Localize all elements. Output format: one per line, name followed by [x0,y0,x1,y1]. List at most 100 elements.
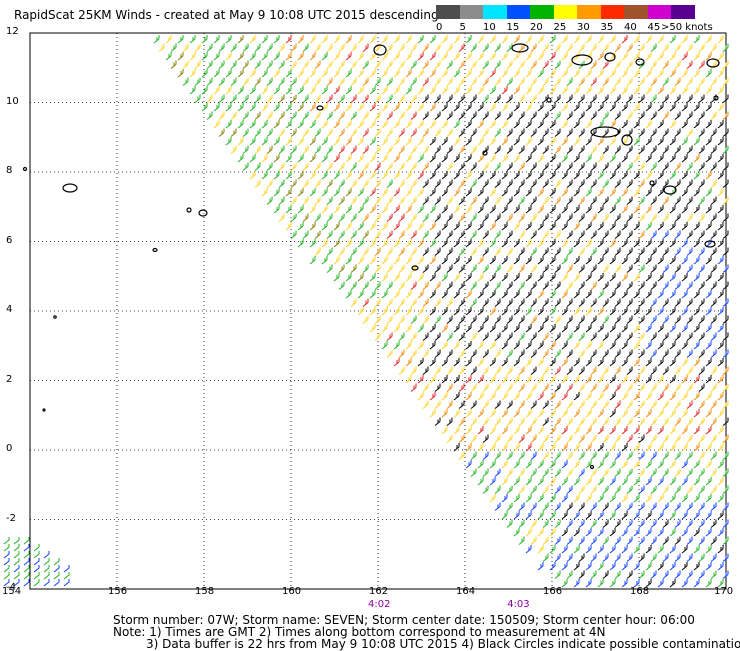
wind-barb [698,43,705,52]
wind-barb [326,111,333,120]
wind-barb [494,383,501,392]
wind-barb [381,324,388,333]
wind-barb [681,239,688,248]
wind-barb [13,551,20,559]
wind-barb [566,145,573,154]
wind-barb [345,290,352,299]
wind-barb [650,519,657,528]
wind-barb [573,256,580,265]
wind-barb [23,537,30,545]
wind-barb [602,570,609,579]
wind-barb [650,213,657,222]
wind-barb [273,205,280,214]
wind-barb [441,205,448,214]
wind-barb [465,443,472,452]
wind-barb [470,247,477,256]
wind-barb [686,434,693,443]
wind-barb [501,341,508,350]
wind-barb [393,358,400,367]
wind-barb [357,307,364,316]
wind-barb [710,111,717,120]
wind-barb [165,52,172,61]
wind-barb [638,196,645,205]
wind-barb [501,222,508,231]
wind-barb [597,137,604,146]
wind-barb [657,290,664,299]
island-outline [706,58,720,68]
wind-barb [266,145,273,154]
wind-barb [566,400,573,409]
wind-barb [614,519,621,528]
wind-barb [393,239,400,248]
wind-barb [386,230,393,239]
wind-barb [530,264,537,273]
wind-barb [429,256,436,265]
wind-barb [261,171,268,180]
wind-barb [554,451,561,460]
wind-barb [554,43,561,52]
wind-barb [393,35,400,44]
wind-barb [506,366,513,375]
wind-barb [633,409,640,418]
wind-barb [453,171,460,180]
wind-barb [470,298,477,307]
wind-barb [506,247,513,256]
wind-barb [338,94,345,103]
wind-barb [710,434,717,443]
wind-barb [518,179,525,188]
wind-barb [441,222,448,231]
wind-barb [561,477,568,486]
wind-barb [302,111,309,120]
wind-barb [710,502,717,511]
wind-barb [681,528,688,537]
wind-barb [698,315,705,324]
wind-barb [326,43,333,52]
wind-barb [201,69,208,78]
wind-barb [470,179,477,188]
wind-barb [261,154,268,163]
wind-barb [470,145,477,154]
wind-barb [693,52,700,61]
wind-barb [662,128,669,137]
wind-barb [722,60,729,69]
wind-barb [194,43,201,52]
wind-barb [278,162,285,171]
wind-barb [213,35,220,44]
wind-barb [429,358,436,367]
wind-barb [362,145,369,154]
wind-barb [638,400,645,409]
wind-barb [446,366,453,375]
wind-barb [362,196,369,205]
wind-barb [573,86,580,95]
wind-barb [201,52,208,61]
wind-barb [705,222,712,231]
wind-barb [597,443,604,452]
wind-barb [525,426,532,435]
legend-swatch [436,5,460,19]
wind-barb [602,43,609,52]
wind-barb [422,196,429,205]
wind-barb [645,222,652,231]
wind-barb [369,222,376,231]
wind-barb [717,545,724,554]
wind-barb [33,565,40,573]
wind-barb [386,128,393,137]
wind-barb [614,434,621,443]
wind-barb [662,519,669,528]
wind-barb [429,205,436,214]
wind-barb [645,154,652,163]
wind-barb [206,43,213,52]
wind-barb [13,572,20,580]
wind-barb [669,392,676,401]
wind-barb [645,239,652,248]
wind-barb [501,324,508,333]
wind-barb [453,443,460,452]
wind-barb [285,171,292,180]
wind-barb [537,392,544,401]
wind-barb [458,434,465,443]
wind-barb [537,171,544,180]
wind-barb [374,77,381,86]
wind-barb [698,519,705,528]
wind-barb [290,60,297,69]
